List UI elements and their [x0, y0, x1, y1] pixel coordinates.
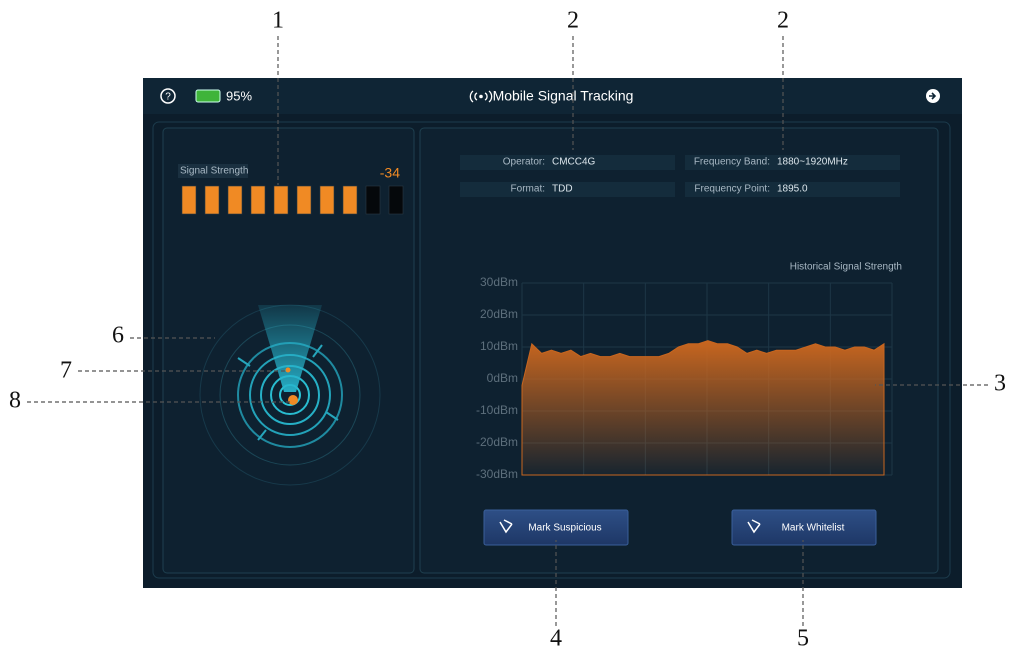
- info-label: Operator:: [503, 157, 545, 168]
- antenna-dot: [479, 94, 483, 99]
- signal-bar: [365, 185, 381, 215]
- action-button[interactable]: [731, 509, 877, 546]
- info-row: [460, 182, 675, 197]
- info-value: CMCC4G: [552, 157, 596, 168]
- callout-number: 3: [994, 371, 1006, 397]
- callout-number: 2: [777, 8, 789, 34]
- signal-bar: [273, 185, 289, 215]
- signal-bar: [181, 185, 197, 215]
- callout-number: 6: [112, 323, 124, 349]
- y-tick-label: 0dBm: [487, 371, 518, 385]
- callout-number: 8: [9, 388, 21, 414]
- callout-number: 2: [567, 8, 579, 34]
- page-title: Mobile Signal Tracking: [493, 88, 634, 104]
- button-label: Mark Whitelist: [782, 523, 845, 534]
- info-row: [685, 155, 900, 170]
- radar-ticks: [237, 344, 339, 441]
- antenna-icon: [469, 90, 493, 103]
- signal-area: [521, 340, 885, 476]
- y-tick-label: -10dBm: [476, 403, 518, 417]
- exit-glyph: [929, 92, 937, 100]
- callout-number: 1: [272, 8, 284, 34]
- radar: [199, 304, 381, 486]
- y-tick-label: 20dBm: [480, 307, 518, 321]
- y-tick-label: -30dBm: [476, 467, 518, 481]
- callout-number: 5: [797, 626, 809, 652]
- info-value: TDD: [552, 184, 573, 195]
- help-glyph: ?: [165, 92, 171, 103]
- signal-bar: [296, 185, 312, 215]
- info-row: [460, 155, 675, 170]
- help-icon[interactable]: [160, 88, 176, 104]
- signal-bar: [227, 185, 243, 215]
- y-tick-label: 10dBm: [480, 339, 518, 353]
- info-value: 1895.0: [777, 184, 808, 195]
- target-dot: [285, 367, 291, 373]
- button-icon: [747, 519, 761, 534]
- header-bar: [143, 78, 962, 114]
- callout-number: 4: [550, 626, 562, 652]
- info-label: Format:: [511, 184, 545, 195]
- signal-bar: [319, 185, 335, 215]
- callout-number: 7: [60, 358, 72, 384]
- button-label: Mark Suspicious: [528, 523, 601, 534]
- info-label: Frequency Point:: [694, 184, 770, 195]
- info-value: 1880~1920MHz: [777, 157, 848, 168]
- y-tick-label: 30dBm: [480, 275, 518, 289]
- signal-label-bg: [178, 164, 248, 178]
- info-label: Frequency Band:: [694, 157, 770, 168]
- signal-bar: [250, 185, 266, 215]
- battery-icon: [195, 89, 221, 103]
- battery-level: 95%: [226, 88, 252, 103]
- radar-beam: [258, 305, 322, 392]
- signal-value: -34: [380, 165, 400, 181]
- signal-bar: [342, 185, 358, 215]
- content-frame: [152, 121, 951, 579]
- button-icon: [499, 519, 513, 534]
- signal-label: Signal Strength: [180, 166, 248, 177]
- signal-bar: [388, 185, 404, 215]
- device-dot: [288, 395, 298, 405]
- info-row: [685, 182, 900, 197]
- y-tick-label: -20dBm: [476, 435, 518, 449]
- signal-bar: [204, 185, 220, 215]
- chart-title: Historical Signal Strength: [790, 262, 902, 273]
